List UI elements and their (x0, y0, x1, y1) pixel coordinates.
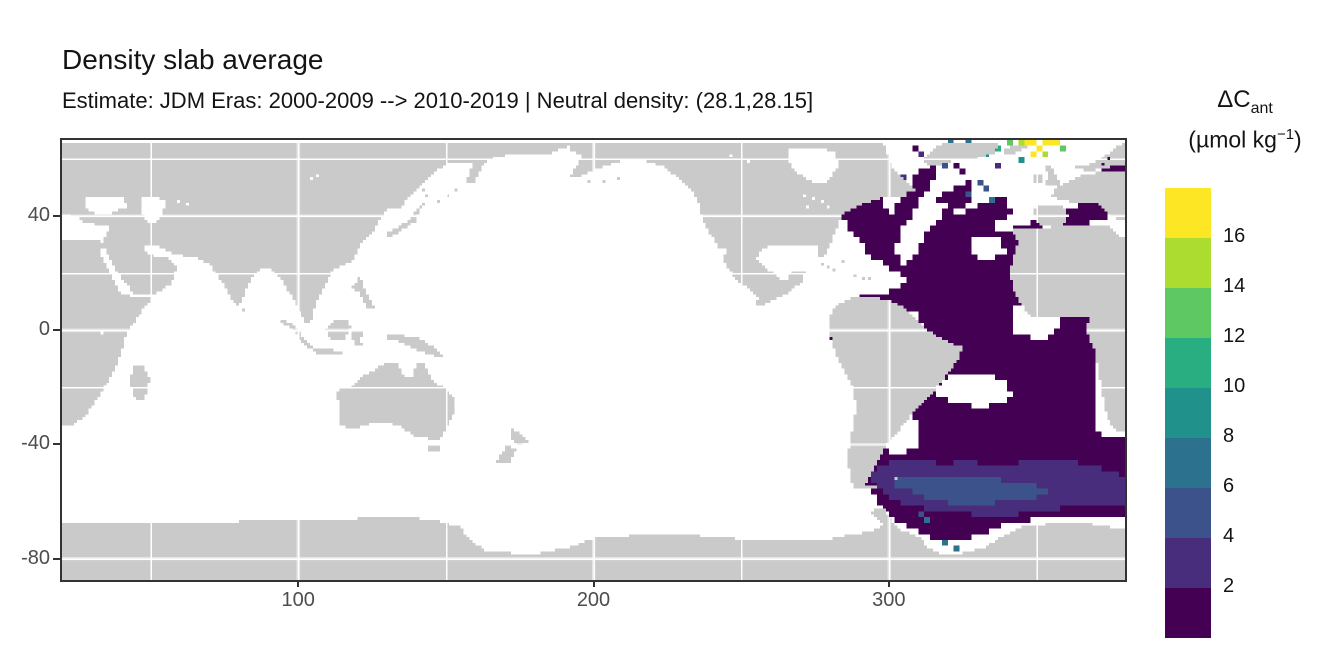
legend-unit-exponent: −1 (1276, 126, 1295, 143)
legend-title-symbol: ΔC (1217, 86, 1251, 113)
legend-color-bin (1165, 388, 1211, 438)
legend: ΔCant (µmol kg−1) 16 14 12 10 8 6 4 2 (1150, 80, 1340, 660)
legend-color-bin (1165, 238, 1211, 288)
x-axis-tick (592, 580, 595, 587)
legend-tick-label: 2 (1223, 575, 1235, 597)
legend-unit-open: (µmol kg (1188, 126, 1277, 153)
chart-title: Density slab average (62, 44, 324, 75)
y-axis-tick (53, 557, 60, 560)
y-axis-tick-label: 40 (27, 203, 50, 226)
x-axis-tick (887, 580, 890, 587)
legend-tick-label: 16 (1223, 225, 1246, 247)
legend-color-bin (1165, 288, 1211, 338)
legend-tick-label: 12 (1223, 325, 1246, 347)
x-axis-tick-label: 300 (872, 589, 906, 611)
legend-tick-label: 8 (1223, 425, 1235, 447)
chart-subtitle: Estimate: JDM Eras: 2000-2009 --> 2010-2… (62, 88, 814, 113)
legend-unit-close: ) (1294, 126, 1302, 153)
legend-tick-label: 6 (1223, 475, 1235, 497)
y-axis-tick-label: -80 (21, 546, 50, 569)
legend-tick-label: 14 (1223, 275, 1246, 297)
legend-color-bin (1165, 488, 1211, 538)
legend-title: ΔCant (1150, 86, 1340, 118)
y-axis-tick (53, 443, 60, 446)
legend-title-subscript: ant (1250, 99, 1273, 117)
y-axis-tick-label: 0 (38, 318, 50, 340)
x-axis-tick (297, 580, 300, 587)
legend-color-bin (1165, 538, 1211, 588)
world-map-canvas (62, 140, 1125, 580)
legend-color-bin (1165, 588, 1211, 638)
legend-tick-label: 4 (1223, 525, 1235, 547)
legend-color-bin (1165, 338, 1211, 388)
legend-tick-label: 10 (1223, 375, 1246, 397)
map-panel (60, 138, 1127, 582)
y-axis-tick-label: -40 (21, 432, 50, 455)
legend-unit: (µmol kg−1) (1150, 126, 1340, 154)
legend-color-bin (1165, 438, 1211, 488)
x-axis-tick-label: 200 (576, 589, 611, 611)
y-axis-tick (53, 329, 60, 331)
legend-colorbar (1165, 188, 1211, 638)
x-axis-tick-label: 100 (281, 589, 315, 611)
legend-color-bin (1165, 188, 1211, 238)
y-axis-tick (53, 214, 60, 217)
